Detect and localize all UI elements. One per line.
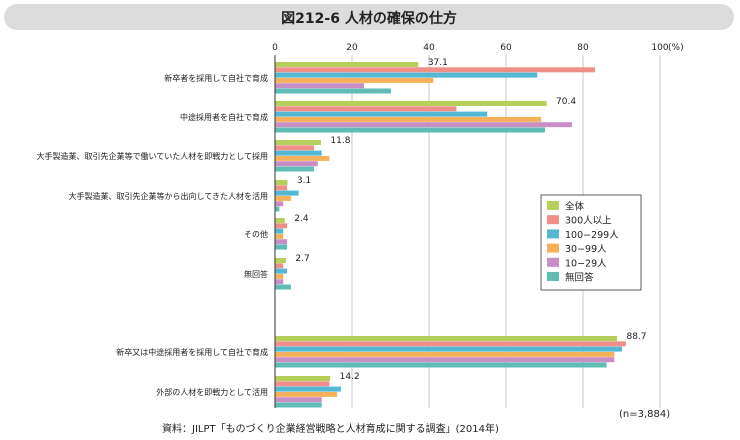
bar [275, 341, 626, 347]
chart-title: 図212-6 人材の確保の仕方 [281, 11, 457, 27]
bar [275, 268, 288, 274]
x-tick-label: 80 [577, 43, 589, 53]
bar [275, 346, 622, 352]
source-note: 資料：JILPT「ものづくり企業経営戦略と人材育成に関する調査」(2014年) [162, 424, 499, 435]
x-tick-label: 60 [500, 43, 512, 53]
x-tick-label: 0 [272, 43, 278, 53]
category-label: 外部の人材を即戦力として活用 [156, 387, 268, 397]
legend-entry: 無回答 [565, 272, 594, 284]
bar [275, 88, 391, 94]
legend-entry: 300人以上 [565, 216, 612, 227]
category-label: 新卒又は中途採用者を採用して自社で育成 [116, 347, 268, 357]
data-label: 88.7 [626, 332, 646, 342]
bar [275, 150, 322, 156]
bar [275, 284, 291, 290]
bar [275, 195, 291, 201]
bar [275, 180, 288, 185]
bar [275, 223, 288, 229]
bar [275, 279, 284, 285]
bar [275, 239, 288, 245]
bar [275, 397, 322, 403]
legend-swatch [547, 243, 559, 253]
title-bar: 図212-6 人材の確保の仕方 [4, 4, 734, 30]
bar [275, 62, 419, 67]
bar [275, 67, 596, 73]
legend-swatch [547, 215, 559, 225]
bar [275, 233, 284, 239]
bar [275, 263, 284, 269]
sample-size-note: (n=3,884) [619, 409, 671, 420]
bar [275, 228, 284, 234]
bar [275, 166, 314, 172]
bar [275, 381, 330, 387]
legend-entry: 30−99人 [565, 244, 607, 255]
bar [275, 145, 314, 151]
legend-swatch [547, 229, 559, 239]
category-label: 中途採用者を自社で育成 [180, 112, 268, 122]
bar [275, 218, 285, 223]
bar [275, 155, 330, 161]
bar [275, 201, 284, 207]
legend-swatch [547, 272, 559, 281]
legend-entry: 100−299人 [565, 230, 619, 241]
data-label: 37.1 [428, 58, 448, 68]
bar [275, 111, 488, 117]
category-label: 新卒者を採用して自社で育成 [164, 73, 268, 83]
category-label: 大手製造業、取引先企業等から出向してきた人材を活用 [68, 191, 268, 201]
bar [275, 336, 617, 341]
bar [275, 83, 365, 89]
bar [275, 127, 545, 133]
x-unit-label: (%) [668, 43, 684, 53]
category-label: その他 [244, 229, 268, 239]
bar [275, 77, 434, 83]
x-tick-label: 40 [423, 43, 435, 53]
bar [275, 386, 341, 392]
data-label: 14.2 [340, 372, 360, 382]
data-label: 2.4 [294, 214, 309, 224]
legend-swatch [547, 257, 559, 267]
bar [275, 122, 572, 128]
bar [275, 273, 284, 279]
data-label: 11.8 [330, 136, 350, 146]
bar [275, 190, 299, 196]
bar [275, 185, 288, 191]
category-label: 無回答 [244, 269, 268, 279]
bar [275, 402, 322, 408]
legend-swatch [547, 201, 559, 210]
bar [275, 161, 318, 167]
bar [275, 244, 288, 250]
category-label: 大手製造業、取引先企業等で働いていた人材を即戦力として採用 [36, 151, 268, 161]
data-label: 2.7 [295, 254, 309, 264]
bar [275, 357, 615, 363]
bar [275, 101, 547, 106]
data-label: 3.1 [297, 176, 311, 186]
bar [275, 376, 331, 381]
x-tick-label: 100 [651, 43, 668, 53]
legend-entry: 10−29人 [565, 258, 607, 269]
bar [275, 258, 286, 263]
bar [275, 116, 542, 122]
bar [275, 72, 538, 78]
bar [275, 140, 321, 145]
bar [275, 391, 338, 397]
bar [275, 206, 280, 212]
legend-entry: 全体 [565, 201, 585, 213]
x-tick-label: 20 [346, 43, 358, 53]
bar [275, 351, 615, 357]
bar [275, 362, 607, 368]
data-label: 70.4 [556, 97, 576, 107]
bar [275, 106, 457, 112]
